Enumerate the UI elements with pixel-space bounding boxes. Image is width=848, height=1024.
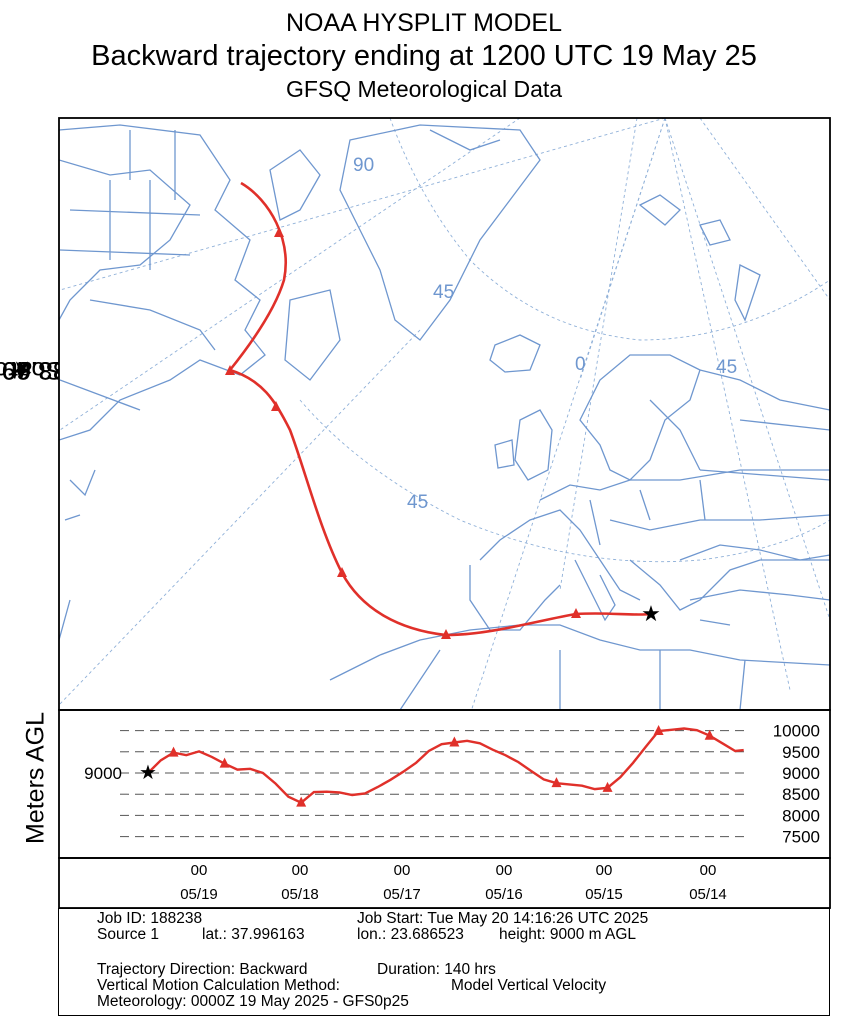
height-ytick-label: 8500: [782, 785, 820, 804]
time-tick-date: 05/18: [281, 886, 319, 903]
height-ytick-label: 9500: [782, 743, 820, 762]
time-tick-hour: 00: [292, 862, 309, 879]
map-background: [59, 118, 830, 710]
time-tick-date: 05/14: [689, 886, 727, 903]
met-data-label: GFSQ Meteorological Data: [285, 76, 563, 102]
height-ytick-label: 8000: [782, 806, 820, 825]
height-marker: [602, 781, 613, 792]
grid-labels: 90 45 0 45 45: [353, 155, 737, 513]
height-start-star-icon: ★: [139, 762, 157, 784]
time-tick-date: 05/19: [180, 886, 218, 903]
title-block: NOAA HYSPLIT MODEL Backward trajectory e…: [0, 8, 848, 104]
height-marker: [219, 757, 230, 768]
height-ytick-label: 10000: [773, 722, 820, 741]
height-start-label: 9000: [84, 764, 122, 783]
info-meteorology: Meteorology: 0000Z 19 May 2025 - GFS0p25: [97, 993, 409, 1010]
coastlines: [59, 124, 830, 710]
time-tick-hour: 00: [394, 862, 411, 879]
height-panel: 7500 8000 8500 9000 9500 10000 ★ 9000: [58, 709, 831, 859]
time-tick-labels: 00 05/19 00 05/18 00 05/17 00 05/16 00 05/15 00 05/…: [180, 862, 727, 903]
height-marker: [653, 725, 664, 736]
info-lon: lon.: 23.686523: [357, 926, 464, 943]
height-marker: [551, 777, 562, 788]
height-ytick-label: 9000: [782, 764, 820, 783]
traj-marker: [271, 401, 281, 411]
info-vertical-value: Model Vertical Velocity: [451, 977, 607, 994]
graticule: [59, 118, 830, 710]
map-panel: 90 45 0 45 45 ★: [58, 117, 831, 711]
grid-label-45-right: 45: [716, 357, 737, 378]
height-series-markers: [168, 725, 715, 807]
time-tick-date: 05/17: [383, 886, 421, 903]
info-vertical-label: Vertical Motion Calculation Method:: [97, 977, 340, 994]
time-tick-date: 05/16: [485, 886, 523, 903]
map-content: 90 45 0 45 45 ★: [59, 118, 830, 710]
time-tick-hour: 00: [700, 862, 717, 879]
height-marker: [296, 796, 307, 807]
info-duration: Duration: 140 hrs: [377, 961, 496, 978]
chart-subtitle: Backward trajectory ending at 1200 UTC 1…: [91, 40, 757, 72]
grid-label-90: 90: [353, 155, 374, 176]
info-lat: lat.: 37.996163: [202, 926, 305, 943]
traj-marker: [571, 608, 581, 618]
time-tick-hour: 00: [191, 862, 208, 879]
grid-label-45-lower: 45: [407, 492, 428, 513]
height-frame: [58, 709, 831, 859]
info-source: Source 1: [97, 926, 160, 943]
traj-marker: [225, 365, 235, 375]
height-marker: [704, 729, 715, 740]
time-tick-date: 05/15: [585, 886, 623, 903]
grid-label-0: 0: [575, 354, 586, 375]
time-tick-hour: 00: [596, 862, 613, 879]
time-tick-hour: 00: [496, 862, 513, 879]
traj-marker: [274, 227, 284, 237]
grid-label-45-upper: 45: [433, 282, 454, 303]
info-box: Job ID: 188238 Job Start: Tue May 20 14:…: [58, 908, 830, 1016]
traj-marker: [337, 567, 347, 577]
height-gridlines: [120, 730, 748, 838]
trajectory-path: [227, 181, 653, 637]
height-marker: [449, 736, 460, 747]
info-job-id: Job ID: 188238: [97, 910, 203, 927]
info-job-start: Job Start: Tue May 20 14:16:26 UTC 2025: [357, 910, 649, 927]
trajectory-markers: [225, 227, 581, 639]
height-ytick-label: 7500: [782, 828, 820, 847]
height-series-line: [147, 727, 744, 805]
info-direction: Trajectory Direction: Backward: [97, 961, 308, 978]
height-marker: [168, 746, 179, 757]
time-axis-panel: 00 05/19 00 05/18 00 05/17 00 05/16 00 05/15 00 05/…: [58, 857, 831, 909]
info-height: height: 9000 m AGL: [499, 926, 637, 943]
end-point-star-icon: ★: [641, 601, 661, 626]
height-ytick-labels: 7500 8000 8500 9000 9500 10000: [773, 722, 820, 847]
chart-title: NOAA HYSPLIT MODEL: [285, 9, 562, 37]
traj-marker: [441, 629, 451, 639]
